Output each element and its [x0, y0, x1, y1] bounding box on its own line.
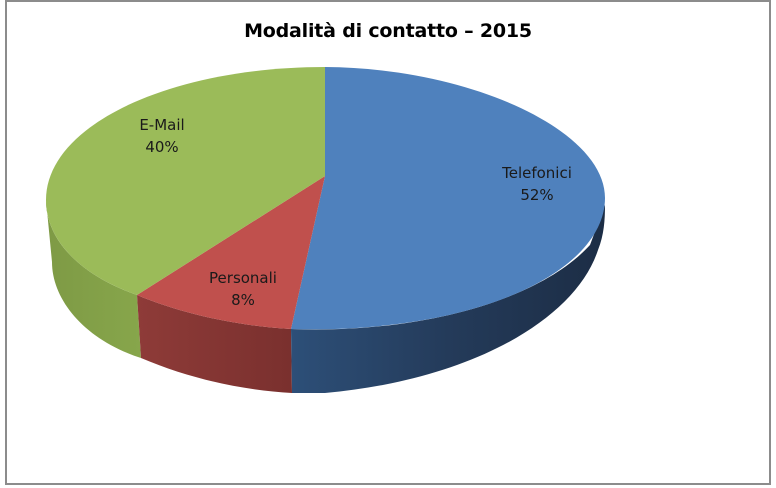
label-name: Telefonici	[502, 164, 572, 182]
slice-personali[interactable]	[137, 176, 325, 329]
label-name: Personali	[209, 269, 277, 287]
data-label-telefonici: Telefonici 52%	[502, 162, 572, 206]
pie-sides	[46, 200, 605, 393]
label-percent: 40%	[145, 138, 179, 156]
slice-side-telefonici	[291, 205, 605, 393]
slice-email[interactable]	[46, 67, 325, 295]
slice-telefonici[interactable]	[291, 67, 605, 330]
chart-title: Modalità di contatto – 2015	[244, 20, 532, 42]
data-label-email: E-Mail 40%	[139, 114, 184, 158]
label-percent: 8%	[231, 291, 255, 309]
slice-side-personali	[137, 295, 292, 393]
label-percent: 52%	[520, 186, 554, 204]
pie-top	[46, 67, 605, 330]
data-label-personali: Personali 8%	[209, 267, 277, 311]
slice-side-email	[46, 200, 141, 358]
label-name: E-Mail	[139, 116, 185, 134]
